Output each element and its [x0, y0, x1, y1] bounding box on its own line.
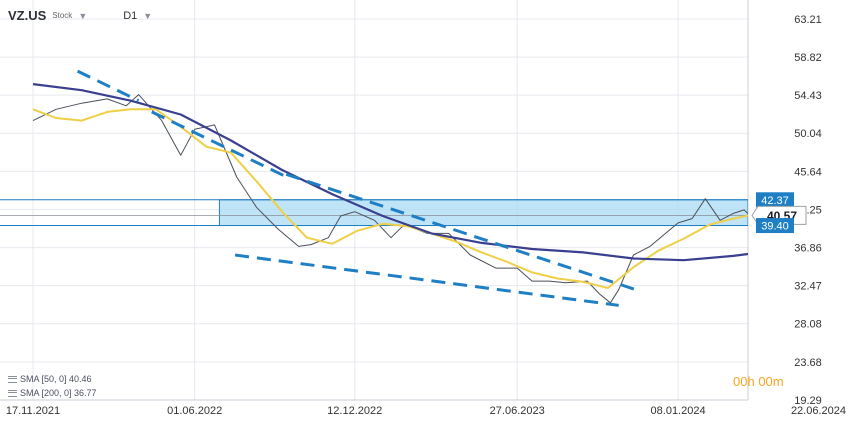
instrument-type-label: Stock: [52, 11, 73, 20]
plot-area: [0, 69, 748, 307]
x-tick-label: 22.06.2024: [791, 405, 846, 417]
series-line-sma50: [32, 108, 748, 289]
y-tick-label: 58.82: [794, 52, 822, 64]
level-price-tag-text: 42.37: [761, 195, 789, 207]
indicator-legend: SMA [50, 0] 40.46 SMA [200, 0] 36.77: [8, 372, 97, 400]
timer-minutes: 00: [758, 374, 773, 389]
y-tick-label: 54.43: [794, 90, 822, 102]
x-tick-label: 12.12.2022: [327, 405, 382, 417]
y-tick-label: 19.29: [794, 395, 822, 407]
y-tick-label: 63.21: [794, 14, 822, 26]
level-price-tag: 42.37: [756, 192, 794, 208]
y-tick-label: 50.04: [794, 128, 822, 140]
timer-minutes-unit: m: [772, 374, 784, 389]
x-tick-label: 27.06.2023: [490, 405, 545, 417]
support-resistance-zone: [218, 199, 748, 227]
trendline: [285, 172, 637, 292]
timer-hours: 00: [733, 374, 748, 389]
chart-header: VZ.US Stock ▼ D1 ▼: [8, 8, 152, 23]
trendline: [234, 253, 619, 307]
level-price-tag: 39.40: [756, 218, 794, 234]
x-tick-label: 17.11.2021: [6, 405, 60, 417]
level-price-tag-bg: [756, 192, 794, 208]
trendline: [76, 69, 140, 102]
indicator-settings-icon[interactable]: [8, 389, 17, 397]
timeframe-dropdown-icon[interactable]: ▼: [143, 10, 153, 21]
series-line-sma200: [32, 83, 748, 262]
y-tick-label: 32.47: [794, 281, 822, 293]
indicator-label-sma200: SMA [200, 0] 36.77: [20, 388, 97, 398]
y-tick-label: 23.68: [794, 357, 822, 369]
indicator-label-sma50: SMA [50, 0] 40.46: [20, 374, 92, 384]
indicator-row-sma200[interactable]: SMA [200, 0] 36.77: [8, 386, 97, 400]
timer-hours-unit: h: [747, 374, 755, 389]
trendline: [151, 110, 292, 181]
indicator-row-sma50[interactable]: SMA [50, 0] 40.46: [8, 372, 97, 386]
symbol-label: VZ.US: [8, 8, 47, 23]
y-tick-label: 45.64: [794, 166, 822, 178]
y-tick-label: 28.08: [794, 319, 822, 331]
level-price-tag-bg: [756, 218, 794, 234]
x-tick-label: 01.06.2022: [167, 405, 222, 417]
series-line-price: [32, 94, 748, 304]
symbol-dropdown-icon[interactable]: ▼: [78, 10, 88, 21]
candle-timer: 00h 00m: [733, 374, 784, 389]
indicator-settings-icon[interactable]: [8, 375, 17, 383]
y-tick-label: 36.86: [794, 243, 822, 255]
level-price-tag-text: 39.40: [761, 221, 789, 233]
x-tick-label: 08.01.2024: [651, 405, 706, 417]
timeframe-label[interactable]: D1: [123, 9, 138, 22]
